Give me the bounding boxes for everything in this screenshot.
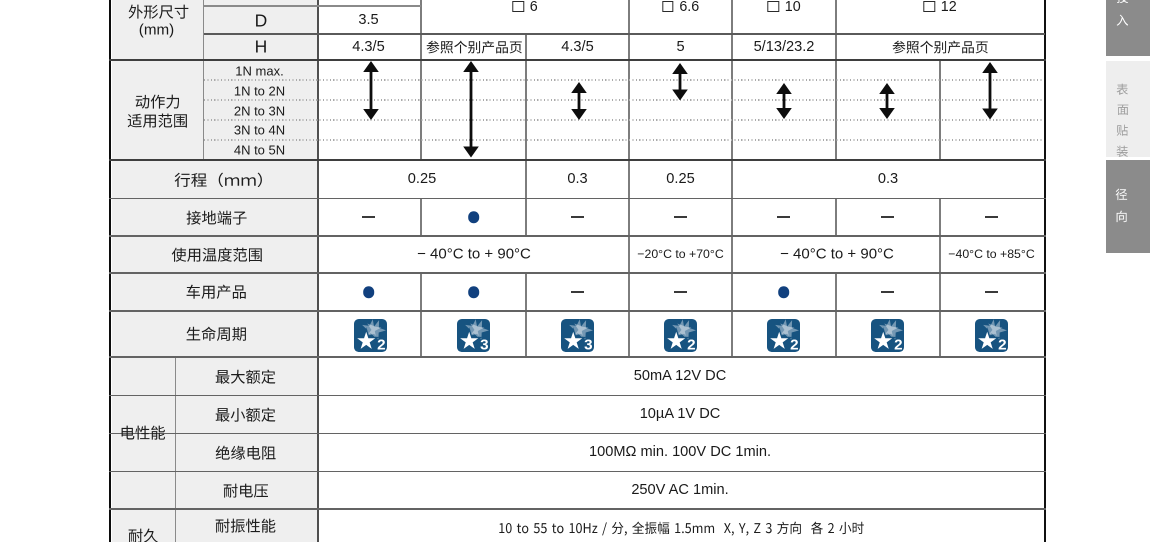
svg-text:3: 3 — [480, 336, 488, 351]
svg-text:2: 2 — [687, 336, 695, 351]
svg-text:2: 2 — [377, 336, 385, 351]
svg-text:2: 2 — [998, 336, 1006, 351]
svg-text:3: 3 — [584, 336, 592, 351]
svg-text:2: 2 — [790, 336, 798, 351]
svg-text:2: 2 — [894, 336, 902, 351]
